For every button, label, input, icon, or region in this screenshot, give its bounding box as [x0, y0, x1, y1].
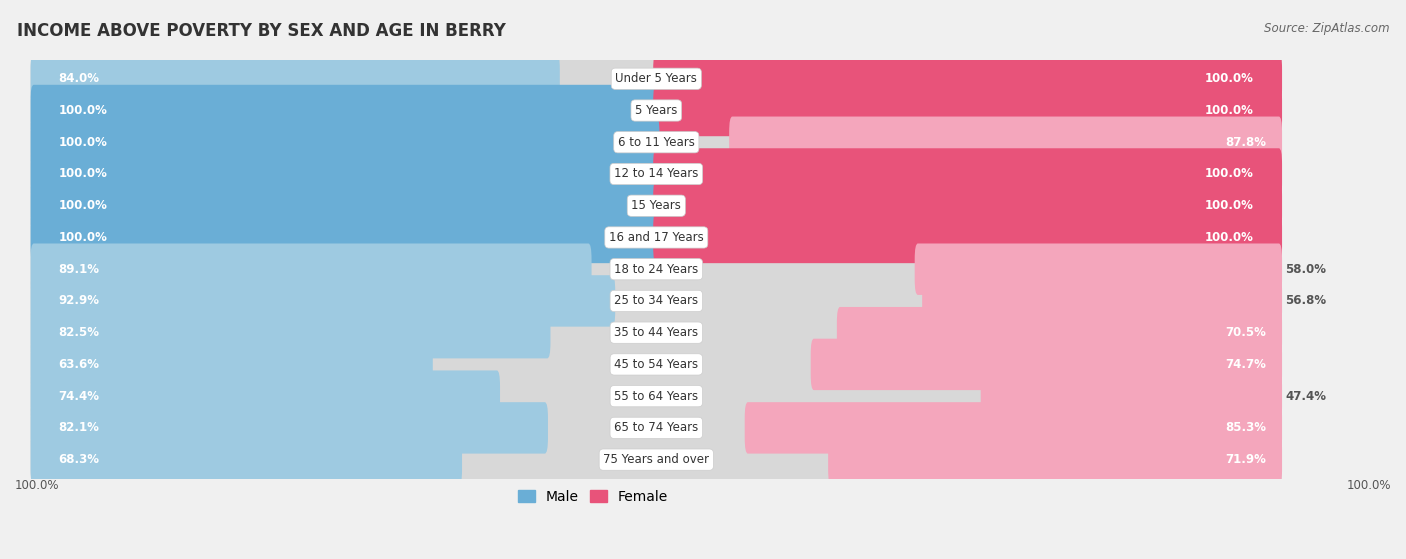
Text: 100.0%: 100.0%: [59, 104, 107, 117]
Text: 82.5%: 82.5%: [59, 326, 100, 339]
Text: 87.8%: 87.8%: [1226, 136, 1267, 149]
Text: 65 to 74 Years: 65 to 74 Years: [614, 421, 699, 434]
Text: 16 and 17 Years: 16 and 17 Years: [609, 231, 703, 244]
FancyBboxPatch shape: [981, 371, 1282, 422]
Text: 85.3%: 85.3%: [1226, 421, 1267, 434]
Text: 70.5%: 70.5%: [1226, 326, 1267, 339]
FancyBboxPatch shape: [34, 94, 1279, 126]
FancyBboxPatch shape: [34, 380, 1279, 412]
FancyBboxPatch shape: [31, 53, 1282, 105]
FancyBboxPatch shape: [34, 444, 1279, 476]
FancyBboxPatch shape: [31, 116, 1282, 168]
FancyBboxPatch shape: [31, 85, 1282, 136]
Text: 25 to 34 Years: 25 to 34 Years: [614, 295, 699, 307]
FancyBboxPatch shape: [34, 412, 1279, 444]
FancyBboxPatch shape: [922, 275, 1282, 326]
Text: Source: ZipAtlas.com: Source: ZipAtlas.com: [1264, 22, 1389, 35]
Text: 82.1%: 82.1%: [59, 421, 100, 434]
FancyBboxPatch shape: [34, 253, 1279, 285]
FancyBboxPatch shape: [31, 116, 659, 168]
FancyBboxPatch shape: [31, 212, 1282, 263]
Text: 63.6%: 63.6%: [59, 358, 100, 371]
FancyBboxPatch shape: [31, 212, 659, 263]
Text: 100.0%: 100.0%: [59, 231, 107, 244]
Text: 18 to 24 Years: 18 to 24 Years: [614, 263, 699, 276]
FancyBboxPatch shape: [31, 402, 1282, 453]
FancyBboxPatch shape: [34, 317, 1279, 349]
Text: 100.0%: 100.0%: [1205, 168, 1254, 181]
Legend: Male, Female: Male, Female: [512, 484, 673, 509]
FancyBboxPatch shape: [34, 190, 1279, 221]
Text: 68.3%: 68.3%: [59, 453, 100, 466]
FancyBboxPatch shape: [654, 53, 1282, 105]
FancyBboxPatch shape: [745, 402, 1282, 453]
FancyBboxPatch shape: [31, 244, 1282, 295]
FancyBboxPatch shape: [31, 180, 659, 231]
Text: 100.0%: 100.0%: [1347, 479, 1391, 492]
FancyBboxPatch shape: [31, 402, 548, 453]
Text: 55 to 64 Years: 55 to 64 Years: [614, 390, 699, 402]
Text: 56.8%: 56.8%: [1285, 295, 1326, 307]
Text: 74.7%: 74.7%: [1226, 358, 1267, 371]
FancyBboxPatch shape: [31, 307, 1282, 358]
FancyBboxPatch shape: [31, 275, 616, 326]
Text: 100.0%: 100.0%: [1205, 72, 1254, 86]
Text: 74.4%: 74.4%: [59, 390, 100, 402]
FancyBboxPatch shape: [34, 285, 1279, 317]
FancyBboxPatch shape: [31, 307, 551, 358]
FancyBboxPatch shape: [915, 244, 1282, 295]
Text: 100.0%: 100.0%: [1205, 104, 1254, 117]
FancyBboxPatch shape: [34, 63, 1279, 94]
FancyBboxPatch shape: [34, 221, 1279, 253]
FancyBboxPatch shape: [34, 126, 1279, 158]
Text: 45 to 54 Years: 45 to 54 Years: [614, 358, 699, 371]
FancyBboxPatch shape: [654, 212, 1282, 263]
FancyBboxPatch shape: [31, 339, 1282, 390]
Text: 100.0%: 100.0%: [1205, 199, 1254, 212]
Text: 84.0%: 84.0%: [59, 72, 100, 86]
FancyBboxPatch shape: [34, 158, 1279, 190]
Text: 58.0%: 58.0%: [1285, 263, 1326, 276]
FancyBboxPatch shape: [31, 339, 433, 390]
FancyBboxPatch shape: [828, 434, 1282, 485]
Text: 100.0%: 100.0%: [59, 199, 107, 212]
FancyBboxPatch shape: [654, 180, 1282, 231]
FancyBboxPatch shape: [31, 148, 659, 200]
FancyBboxPatch shape: [31, 434, 463, 485]
FancyBboxPatch shape: [31, 244, 592, 295]
Text: 92.9%: 92.9%: [59, 295, 100, 307]
Text: 71.9%: 71.9%: [1226, 453, 1267, 466]
Text: 100.0%: 100.0%: [59, 168, 107, 181]
FancyBboxPatch shape: [31, 275, 1282, 326]
Text: 100.0%: 100.0%: [15, 479, 59, 492]
FancyBboxPatch shape: [31, 371, 1282, 422]
Text: 15 Years: 15 Years: [631, 199, 682, 212]
Text: 100.0%: 100.0%: [1205, 231, 1254, 244]
Text: 6 to 11 Years: 6 to 11 Years: [617, 136, 695, 149]
Text: 12 to 14 Years: 12 to 14 Years: [614, 168, 699, 181]
Text: 5 Years: 5 Years: [636, 104, 678, 117]
FancyBboxPatch shape: [31, 371, 501, 422]
Text: 89.1%: 89.1%: [59, 263, 100, 276]
FancyBboxPatch shape: [31, 434, 1282, 485]
FancyBboxPatch shape: [31, 180, 1282, 231]
FancyBboxPatch shape: [31, 85, 659, 136]
Text: 100.0%: 100.0%: [59, 136, 107, 149]
Text: INCOME ABOVE POVERTY BY SEX AND AGE IN BERRY: INCOME ABOVE POVERTY BY SEX AND AGE IN B…: [17, 22, 506, 40]
FancyBboxPatch shape: [31, 53, 560, 105]
Text: 47.4%: 47.4%: [1285, 390, 1326, 402]
FancyBboxPatch shape: [837, 307, 1282, 358]
Text: Under 5 Years: Under 5 Years: [616, 72, 697, 86]
FancyBboxPatch shape: [654, 85, 1282, 136]
FancyBboxPatch shape: [811, 339, 1282, 390]
Text: 75 Years and over: 75 Years and over: [603, 453, 709, 466]
FancyBboxPatch shape: [31, 148, 1282, 200]
Text: 35 to 44 Years: 35 to 44 Years: [614, 326, 699, 339]
FancyBboxPatch shape: [654, 148, 1282, 200]
FancyBboxPatch shape: [34, 349, 1279, 380]
FancyBboxPatch shape: [730, 116, 1282, 168]
